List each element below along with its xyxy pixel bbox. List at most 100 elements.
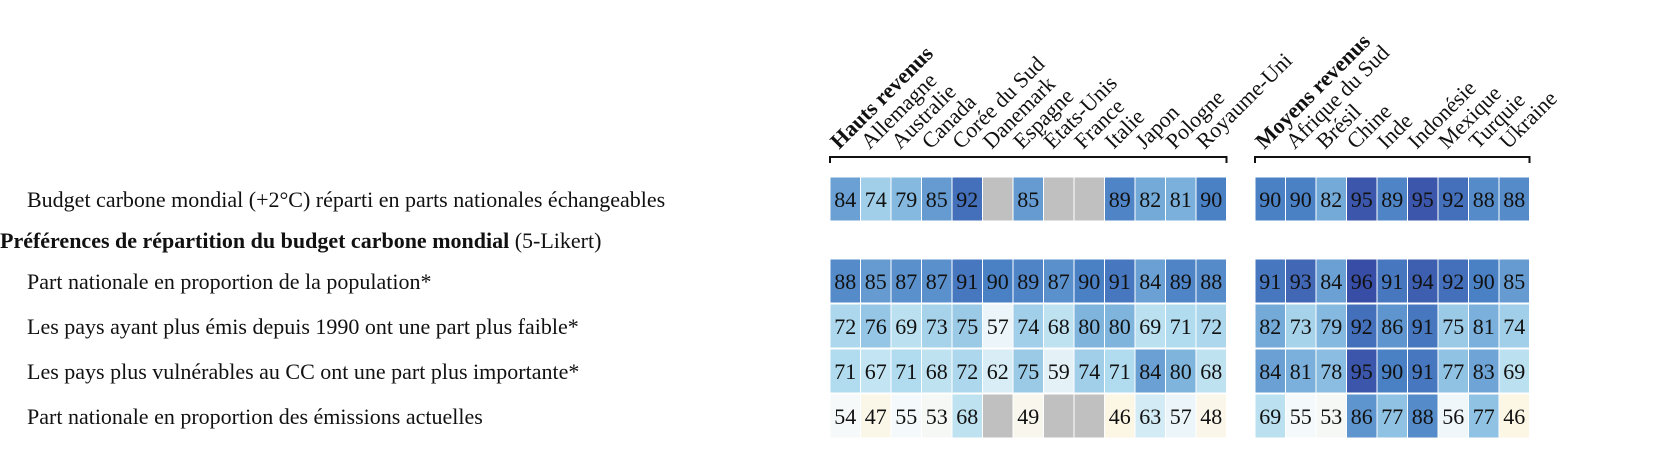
cell: [860, 176, 892, 222]
cell: [829, 258, 861, 304]
cell: [951, 393, 983, 439]
cell: [1498, 303, 1530, 349]
cell-value: 68: [926, 359, 948, 384]
row-label: Part nationale en proportion des émissio…: [27, 404, 483, 429]
group-bracket: [1254, 156, 1531, 163]
cell-value: 91: [956, 269, 978, 294]
missing-cell: [1043, 393, 1075, 439]
cell: [890, 303, 922, 349]
section-note: (5-Likert): [515, 228, 602, 253]
cell: [1468, 303, 1500, 349]
cell-value: 85: [926, 187, 948, 212]
cell: [1012, 393, 1044, 439]
cell-value: 89: [1170, 269, 1192, 294]
cell-value: 54: [834, 404, 856, 429]
cell-value: 82: [1139, 187, 1161, 212]
cell: [1498, 393, 1530, 439]
cell: [1165, 393, 1197, 439]
cell: [1498, 176, 1530, 222]
cell-value: 49: [1017, 404, 1039, 429]
cell: [860, 303, 892, 349]
cell-value: 72: [1200, 314, 1222, 339]
cell-value: 93: [1290, 269, 1312, 294]
cell-value: 95: [1412, 187, 1434, 212]
cell: [1043, 348, 1075, 394]
cell: [1468, 258, 1500, 304]
cell: [982, 303, 1014, 349]
cell-value: 92: [1351, 314, 1373, 339]
missing-cell: [1073, 393, 1105, 439]
cell: [1104, 303, 1136, 349]
cell-value: 88: [1200, 269, 1222, 294]
cell-value: 87: [895, 269, 917, 294]
cell-value: 53: [1320, 404, 1342, 429]
cell: [829, 303, 861, 349]
missing-cell: [982, 393, 1014, 439]
cell-value: 69: [1139, 314, 1161, 339]
cell-value: 69: [1503, 359, 1525, 384]
cell-value: 90: [1200, 187, 1222, 212]
cell-value: 78: [1320, 359, 1342, 384]
cell: [1376, 393, 1408, 439]
cell-value: 48: [1200, 404, 1222, 429]
cell: [829, 393, 861, 439]
cell-value: 56: [1442, 404, 1464, 429]
cell: [1468, 176, 1500, 222]
cell-value: 88: [1412, 404, 1434, 429]
cell-value: 68: [1200, 359, 1222, 384]
cell: [1407, 348, 1439, 394]
cell-value: 79: [1320, 314, 1342, 339]
cell-value: 89: [1109, 187, 1131, 212]
cell: [1104, 393, 1136, 439]
cell-value: 90: [1381, 359, 1403, 384]
cell-value: 84: [1139, 269, 1161, 294]
cell: [921, 176, 953, 222]
cell: [829, 176, 861, 222]
cell-value: 91: [1259, 269, 1281, 294]
cell-value: 84: [1320, 269, 1342, 294]
cell-value: 57: [1170, 404, 1192, 429]
cell-value: 76: [865, 314, 887, 339]
cell: [1104, 348, 1136, 394]
cell-value: 92: [956, 187, 978, 212]
cell-value: 89: [1017, 269, 1039, 294]
cell-value: 81: [1290, 359, 1312, 384]
cell-value: 84: [1139, 359, 1161, 384]
cell: [951, 348, 983, 394]
cell-value: 59: [1048, 359, 1070, 384]
cell-value: 90: [1473, 269, 1495, 294]
cell-value: 77: [1381, 404, 1403, 429]
cell-value: 62: [987, 359, 1009, 384]
cell-value: 77: [1473, 404, 1495, 429]
cell-value: 82: [1320, 187, 1342, 212]
cell: [1254, 258, 1286, 304]
cell-value: 75: [1442, 314, 1464, 339]
missing-cell: [982, 176, 1014, 222]
cell: [1315, 176, 1347, 222]
cell: [1012, 303, 1044, 349]
cell: [860, 393, 892, 439]
cell-value: 95: [1351, 187, 1373, 212]
cell-value: 85: [865, 269, 887, 294]
cell-value: 71: [1170, 314, 1192, 339]
section-label: Préférences de répartition du budget car…: [0, 228, 509, 253]
cell-value: 69: [895, 314, 917, 339]
cell-value: 80: [1170, 359, 1192, 384]
cell: [1134, 176, 1166, 222]
cell: [1437, 348, 1469, 394]
row-label: Part nationale en proportion de la popul…: [27, 269, 431, 294]
cell: [1195, 348, 1227, 394]
cell-value: 88: [1473, 187, 1495, 212]
cell-value: 73: [1290, 314, 1312, 339]
cell-value: 46: [1109, 404, 1131, 429]
missing-cell: [1073, 176, 1105, 222]
cell-value: 68: [1048, 314, 1070, 339]
cell: [1437, 303, 1469, 349]
cell-value: 90: [1290, 187, 1312, 212]
cell-value: 75: [1017, 359, 1039, 384]
cell-value: 83: [1473, 359, 1495, 384]
cell: [1285, 393, 1317, 439]
cell: [921, 348, 953, 394]
cell-value: 91: [1381, 269, 1403, 294]
cell-value: 95: [1351, 359, 1373, 384]
